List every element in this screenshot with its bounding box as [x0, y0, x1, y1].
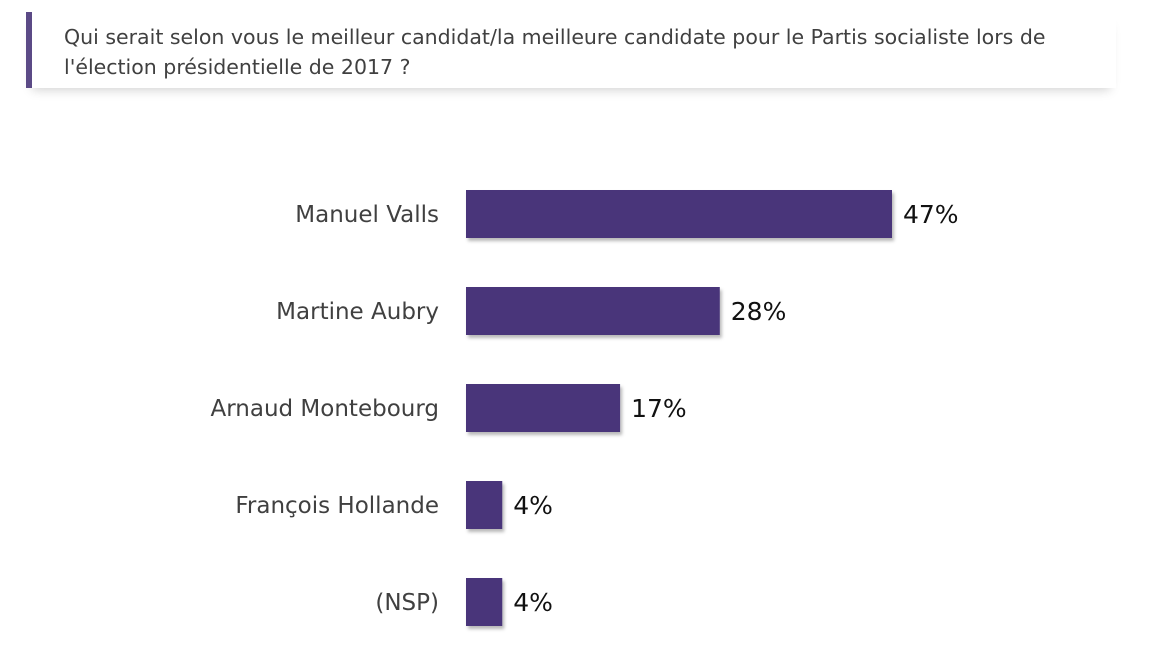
value-label: 17% [631, 394, 687, 423]
bar [466, 578, 503, 626]
category-label: François Hollande [235, 493, 439, 519]
value-label: 4% [513, 491, 553, 520]
category-label: (NSP) [375, 590, 439, 616]
bar [466, 384, 621, 432]
category-label: Arnaud Montebourg [210, 396, 439, 422]
value-label: 28% [731, 297, 787, 326]
category-label: Martine Aubry [276, 299, 439, 325]
category-label: Manuel Valls [295, 202, 439, 228]
bar [466, 287, 720, 335]
question-text: Qui serait selon vous le meilleur candid… [64, 25, 1046, 79]
bar [466, 481, 503, 529]
value-label: 47% [903, 200, 959, 229]
question-box: Qui serait selon vous le meilleur candid… [26, 12, 1116, 88]
accent-bar [26, 12, 32, 88]
bar [466, 190, 892, 238]
value-label: 4% [513, 588, 553, 617]
